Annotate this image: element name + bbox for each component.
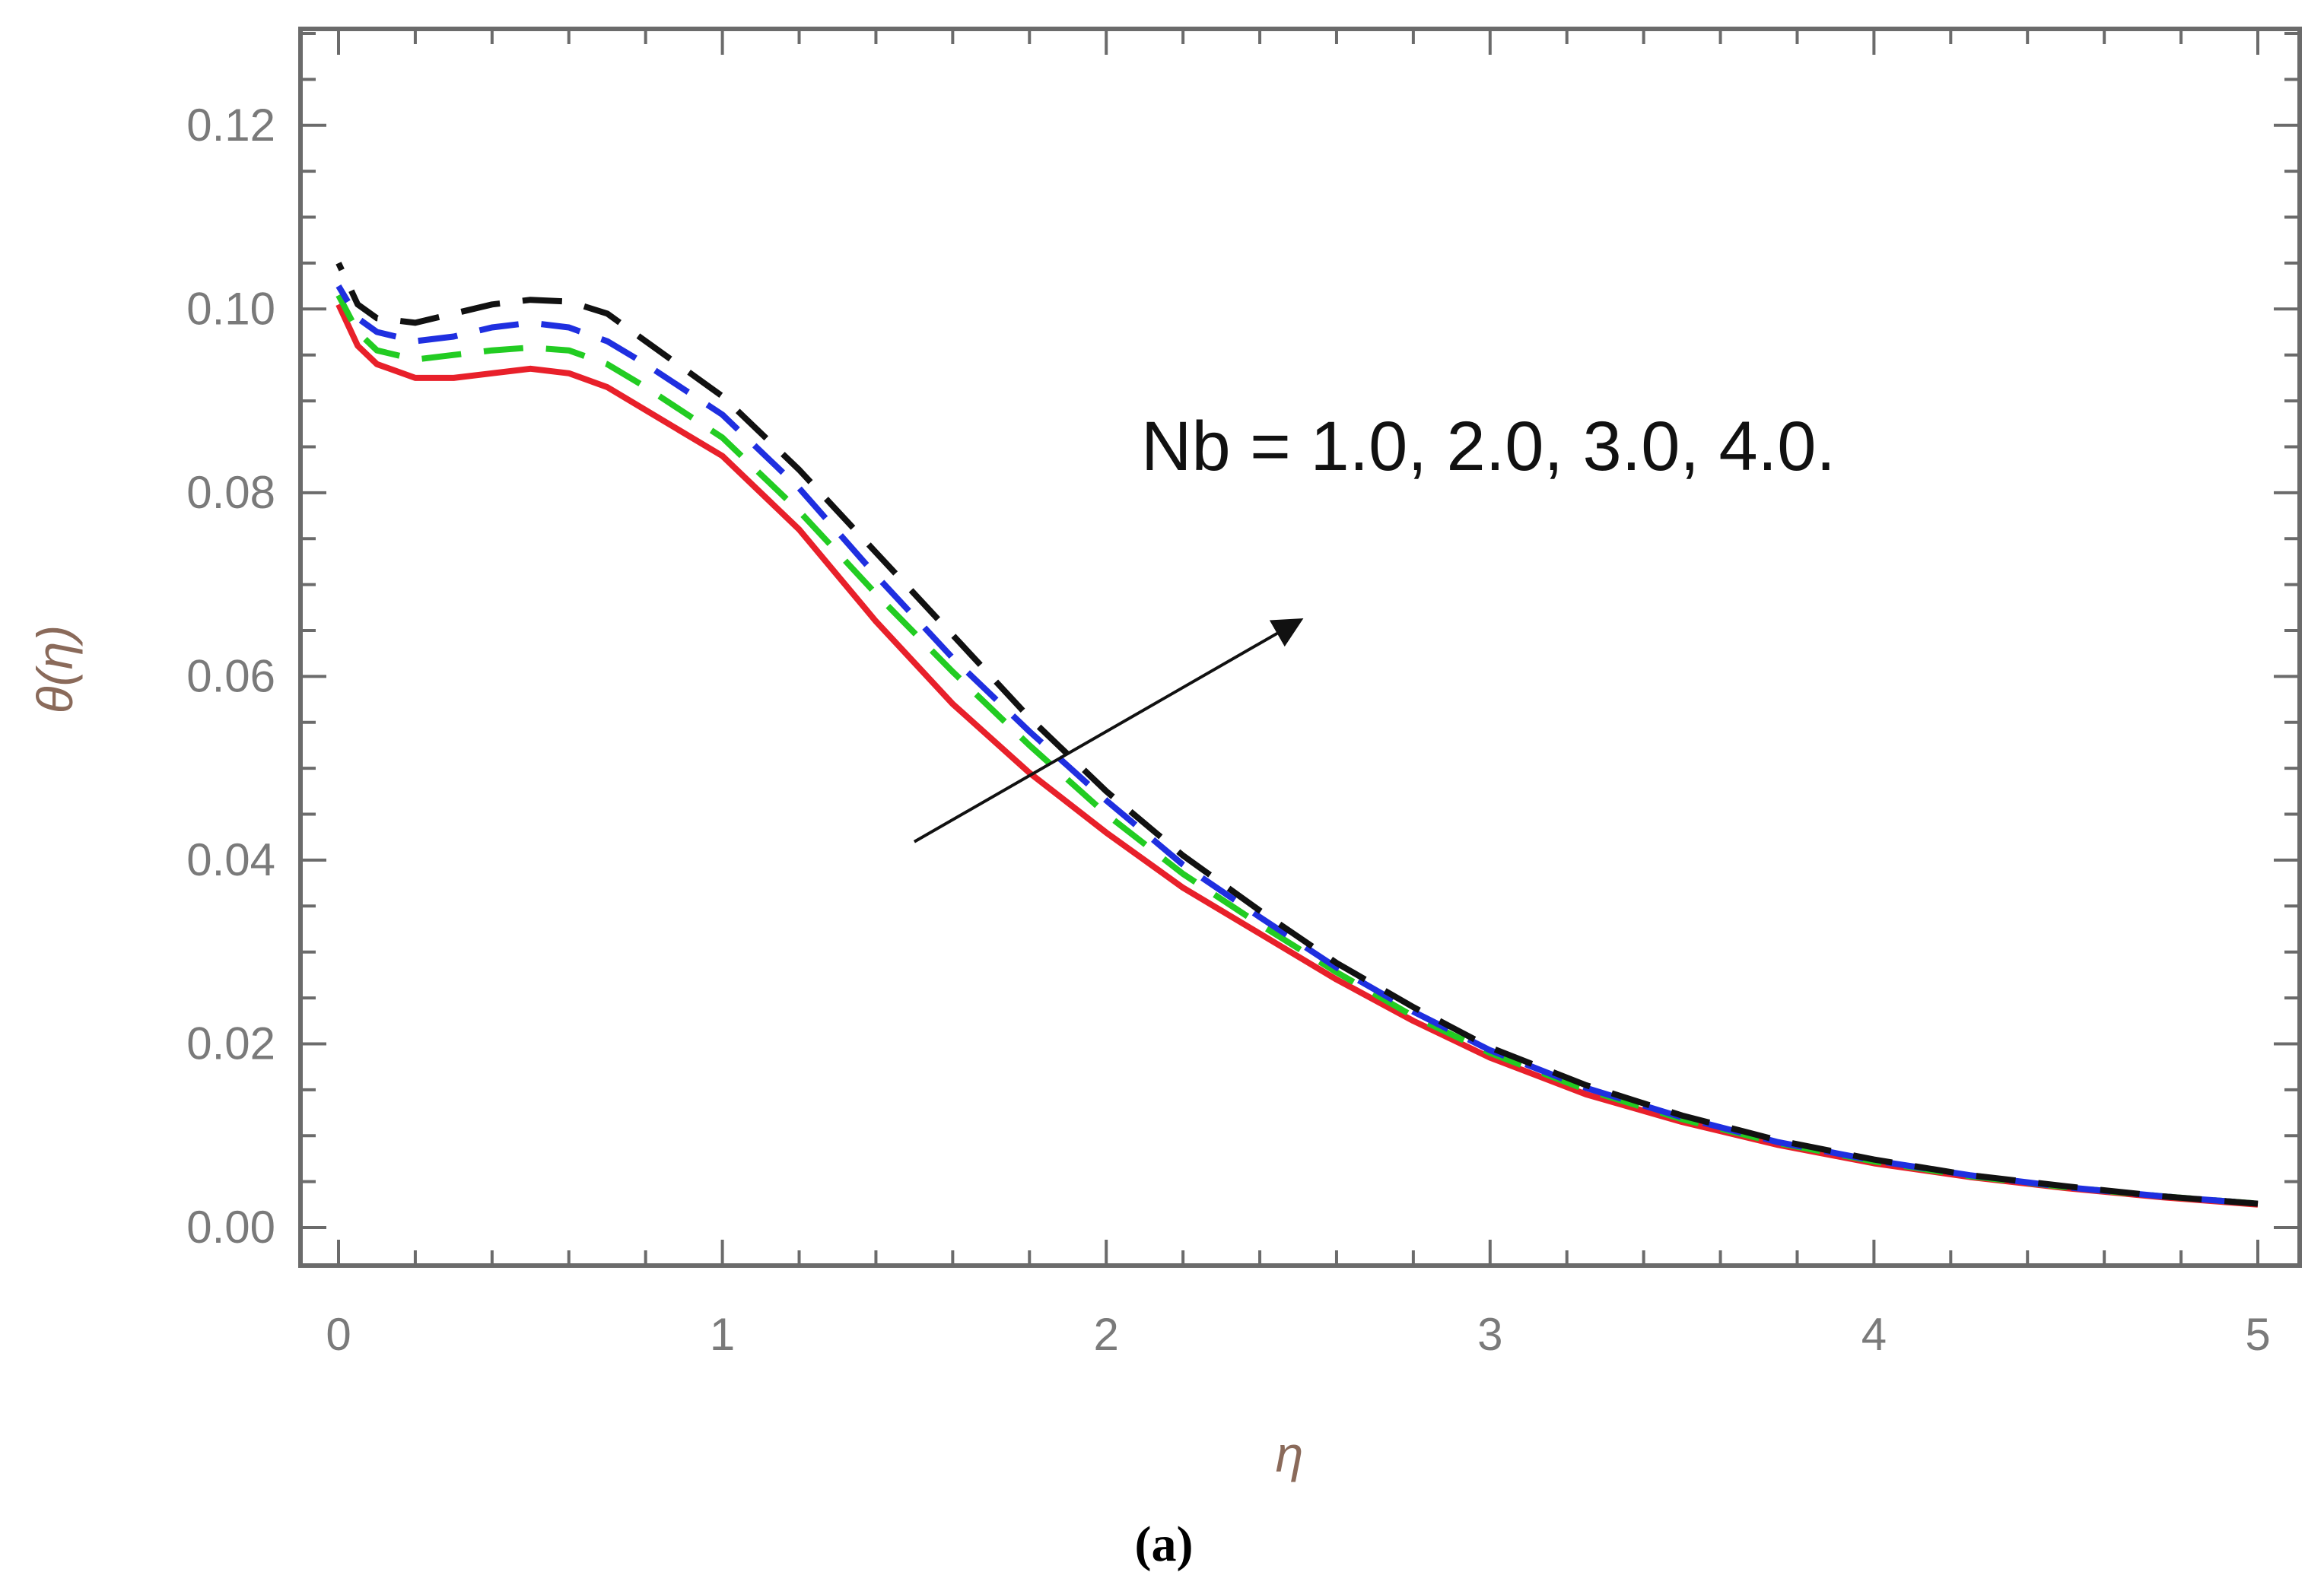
y-axis-title: θ(η) bbox=[27, 625, 83, 713]
x-tick-label: 0 bbox=[326, 1309, 351, 1360]
annotation-label: Nb = 1.0, 2.0, 3.0, 4.0. bbox=[1141, 408, 1836, 485]
y-tick-label: 0.12 bbox=[186, 100, 275, 151]
y-tick-label: 0.10 bbox=[186, 283, 275, 334]
y-tick-label: 0.00 bbox=[186, 1202, 275, 1253]
x-tick-label: 2 bbox=[1094, 1309, 1119, 1360]
x-tick-label: 5 bbox=[2245, 1309, 2270, 1360]
plot-frame bbox=[298, 27, 2302, 1268]
axis-tick-labels: 0 1 2 3 4 5 0.00 0.02 0.04 0.06 0.08 0.10 0.12 bbox=[186, 100, 2270, 1360]
x-tick-label: 3 bbox=[1477, 1309, 1502, 1360]
y-tick-label: 0.08 bbox=[186, 467, 275, 518]
axis-ticks bbox=[300, 29, 2300, 1266]
y-tick-label: 0.02 bbox=[186, 1018, 275, 1069]
arrow-annotation bbox=[913, 618, 1304, 843]
x-tick-label: 4 bbox=[1861, 1309, 1887, 1360]
y-tick-label: 0.06 bbox=[186, 650, 275, 701]
x-axis-title: η bbox=[1276, 1426, 1304, 1482]
series-line-nb-4 bbox=[335, 262, 2259, 1207]
y-tick-label: 0.04 bbox=[186, 834, 275, 885]
series-line-nb-3 bbox=[335, 284, 2259, 1207]
series-group bbox=[335, 262, 2259, 1208]
figure-caption: (a) bbox=[1135, 1517, 1194, 1572]
x-tick-label: 1 bbox=[710, 1309, 735, 1360]
